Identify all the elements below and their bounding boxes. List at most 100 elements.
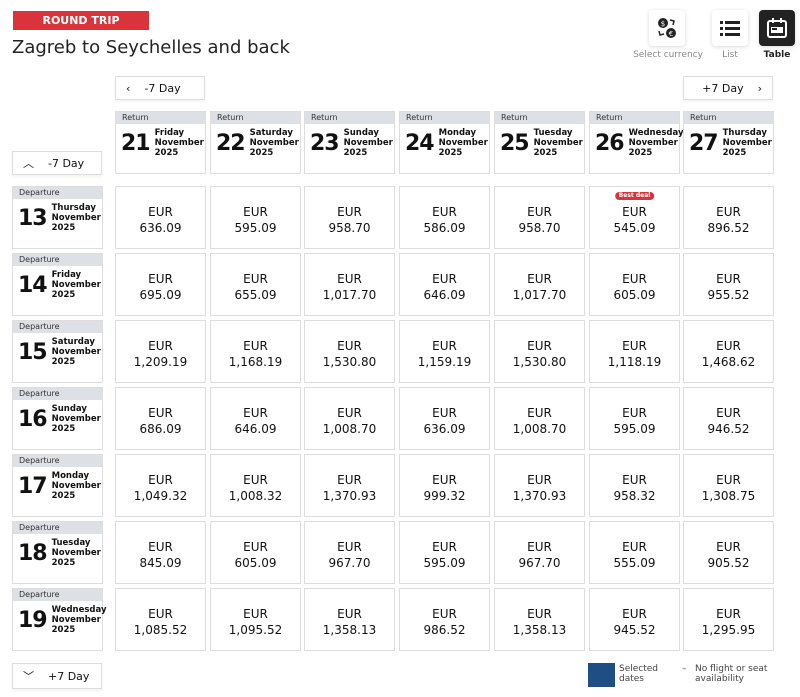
fare-cell[interactable]: EUR 595.09 <box>589 387 680 450</box>
currency: EUR <box>243 473 268 487</box>
day-number: 24 <box>405 130 435 156</box>
price: 1,468.62 <box>701 355 756 369</box>
departure-date-header: Departure 16 Sunday November 2025 <box>12 387 103 450</box>
currency: EUR <box>527 473 552 487</box>
currency: EUR <box>337 339 362 353</box>
weekday: Tuesday <box>51 538 91 548</box>
fare-cell[interactable]: EUR 1,008.70 <box>304 387 395 450</box>
fare-cell[interactable]: EUR 958.70 <box>304 186 395 249</box>
fare-cell[interactable]: EUR 958.32 <box>589 454 680 517</box>
fare-cell[interactable]: EUR 1,095.52 <box>210 588 301 651</box>
currency: EUR <box>337 540 362 554</box>
currency: EUR <box>243 540 268 554</box>
fare-cell[interactable]: EUR 586.09 <box>399 186 490 249</box>
fare-cell[interactable]: EUR 655.09 <box>210 253 301 316</box>
fare-cell[interactable]: EUR 636.09 <box>115 186 206 249</box>
fare-cell[interactable]: EUR 636.09 <box>399 387 490 450</box>
departure-next-week-button[interactable]: ﹀ +7 Day <box>12 663 102 689</box>
currency: EUR <box>148 205 173 219</box>
day-number: 26 <box>595 130 625 156</box>
fare-cell[interactable]: EUR 1,159.19 <box>399 320 490 383</box>
fare-cell[interactable]: EUR 945.52 <box>589 588 680 651</box>
page-title: Zagreb to Seychelles and back <box>12 37 290 58</box>
weekday: Sunday <box>51 404 87 414</box>
fare-cell[interactable]: EUR 1,308.75 <box>683 454 774 517</box>
fare-cell[interactable]: EUR 1,468.62 <box>683 320 774 383</box>
fare-cell[interactable]: EUR 1,017.70 <box>304 253 395 316</box>
price: 646.09 <box>423 288 466 302</box>
price: 1,358.13 <box>322 623 377 637</box>
currency: EUR <box>337 272 362 286</box>
fare-cell[interactable]: EUR 1,017.70 <box>494 253 585 316</box>
return-label: Return <box>400 112 489 124</box>
price: 896.52 <box>707 221 750 235</box>
return-date-header: Return 22 Saturday November 2025 <box>210 111 301 174</box>
fare-cell[interactable]: EUR 555.09 <box>589 521 680 584</box>
year: 2025 <box>438 148 463 158</box>
fare-cell[interactable]: EUR 1,209.19 <box>115 320 206 383</box>
departure-date-header: Departure 14 Friday November 2025 <box>12 253 103 316</box>
price: 1,085.52 <box>133 623 188 637</box>
list-view-button[interactable] <box>712 10 748 46</box>
fare-cell[interactable]: EUR 896.52 <box>683 186 774 249</box>
price: 1,159.19 <box>417 355 472 369</box>
fare-cell[interactable]: EUR 646.09 <box>210 387 301 450</box>
return-label: Return <box>684 112 773 124</box>
currency: EUR <box>622 205 647 219</box>
return-next-week-button[interactable]: +7 Day › <box>683 76 773 100</box>
fare-cell[interactable]: EUR 1,168.19 <box>210 320 301 383</box>
fare-cell[interactable]: EUR 1,370.93 <box>494 454 585 517</box>
year: 2025 <box>722 148 747 158</box>
day-number: 13 <box>18 205 48 231</box>
weekday: Monday <box>51 471 90 481</box>
fare-cell[interactable]: EUR 1,530.80 <box>494 320 585 383</box>
return-prev-week-button[interactable]: ‹ -7 Day <box>115 76 205 100</box>
fare-cell[interactable]: Best deal EUR 545.09 <box>589 186 680 249</box>
fare-cell[interactable]: EUR 605.09 <box>210 521 301 584</box>
fare-cell[interactable]: EUR 999.32 <box>399 454 490 517</box>
return-label: Return <box>211 112 300 124</box>
fare-cell[interactable]: EUR 1,358.13 <box>304 588 395 651</box>
fare-cell[interactable]: EUR 1,358.13 <box>494 588 585 651</box>
fare-cell[interactable]: EUR 595.09 <box>210 186 301 249</box>
price: 605.09 <box>613 288 656 302</box>
fare-cell[interactable]: EUR 946.52 <box>683 387 774 450</box>
departure-prev-week-button[interactable]: ︿ -7 Day <box>12 151 102 175</box>
fare-cell[interactable]: EUR 967.70 <box>304 521 395 584</box>
fare-cell[interactable]: EUR 1,008.32 <box>210 454 301 517</box>
fare-cell[interactable]: EUR 986.52 <box>399 588 490 651</box>
fare-cell[interactable]: EUR 695.09 <box>115 253 206 316</box>
price: 1,530.80 <box>512 355 567 369</box>
fare-cell[interactable]: EUR 646.09 <box>399 253 490 316</box>
fare-cell[interactable]: EUR 905.52 <box>683 521 774 584</box>
fare-cell[interactable]: EUR 1,008.70 <box>494 387 585 450</box>
currency: EUR <box>527 205 552 219</box>
fare-cell[interactable]: EUR 1,370.93 <box>304 454 395 517</box>
fare-cell[interactable]: EUR 1,085.52 <box>115 588 206 651</box>
fare-cell[interactable]: EUR 1,530.80 <box>304 320 395 383</box>
fare-cell[interactable]: EUR 1,295.95 <box>683 588 774 651</box>
price: 595.09 <box>423 556 466 570</box>
day-number: 15 <box>18 339 48 365</box>
day-number: 23 <box>310 130 340 156</box>
fare-cell[interactable]: EUR 686.09 <box>115 387 206 450</box>
fare-cell[interactable]: EUR 955.52 <box>683 253 774 316</box>
fare-cell[interactable]: EUR 595.09 <box>399 521 490 584</box>
select-currency-button[interactable]: $ € <box>649 10 685 46</box>
currency: EUR <box>243 406 268 420</box>
price: 1,017.70 <box>322 288 377 302</box>
fare-cell[interactable]: EUR 605.09 <box>589 253 680 316</box>
currency: EUR <box>432 607 457 621</box>
price: 986.52 <box>423 623 466 637</box>
month: November <box>51 347 101 357</box>
year: 2025 <box>51 625 76 635</box>
fare-cell[interactable]: EUR 967.70 <box>494 521 585 584</box>
price: 1,358.13 <box>512 623 567 637</box>
fare-cell[interactable]: EUR 958.70 <box>494 186 585 249</box>
fare-cell[interactable]: EUR 1,049.32 <box>115 454 206 517</box>
fare-cell[interactable]: EUR 1,118.19 <box>589 320 680 383</box>
price: 1,168.19 <box>228 355 283 369</box>
fare-cell[interactable]: EUR 845.09 <box>115 521 206 584</box>
table-view-button[interactable] <box>759 10 795 46</box>
price: 1,370.93 <box>322 489 377 503</box>
